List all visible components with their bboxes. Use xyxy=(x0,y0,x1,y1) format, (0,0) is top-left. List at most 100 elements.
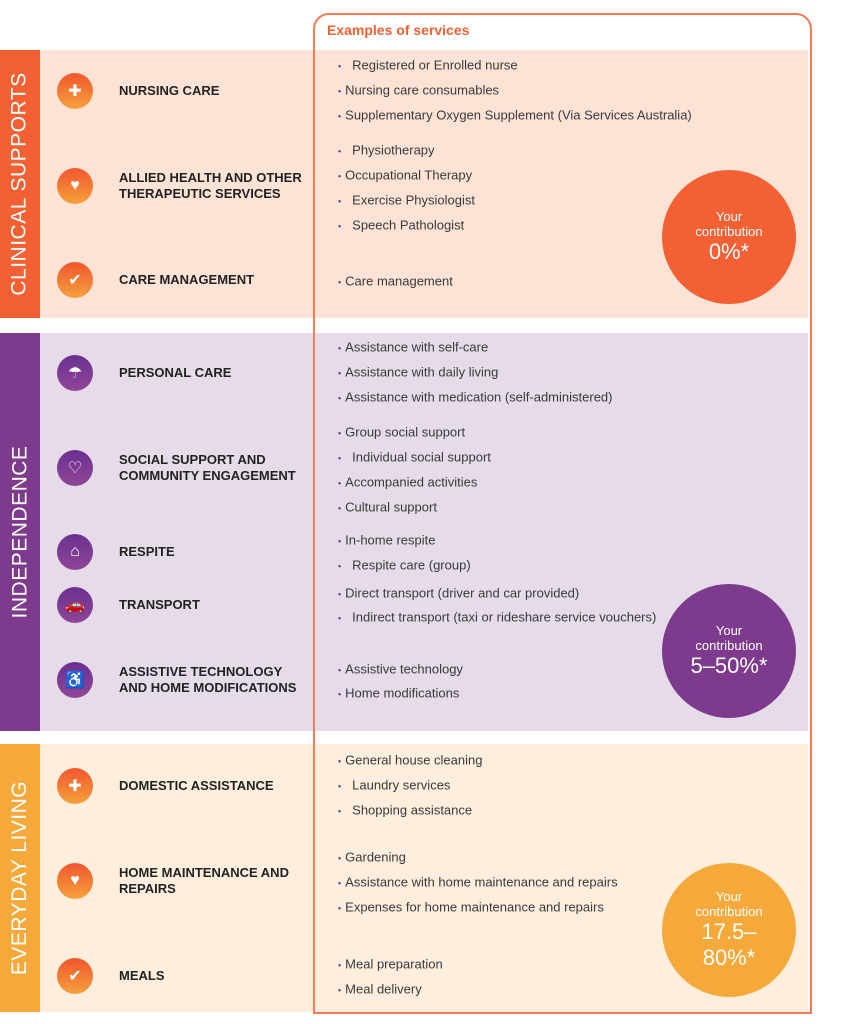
service-text: Expenses for home maintenance and repair… xyxy=(345,899,604,915)
bullet-icon: • xyxy=(338,536,342,547)
service-item: • Gardening xyxy=(338,850,406,865)
bullet-icon: • xyxy=(338,665,342,676)
service-text: Supplementary Oxygen Supplement (Via Ser… xyxy=(345,107,692,123)
category-label: ASSISTIVE TECHNOLOGY AND HOME MODIFICATI… xyxy=(119,664,297,695)
contribution-value: 5–50%* xyxy=(690,653,768,678)
service-text: Assistive technology xyxy=(345,661,463,677)
service-item: • Occupational Therapy xyxy=(338,168,472,183)
bullet-icon: • xyxy=(338,756,342,767)
contribution-label: Your xyxy=(715,889,743,904)
service-item: • Registered or Enrolled nurse xyxy=(338,58,518,73)
bullet-icon: • xyxy=(338,196,342,207)
bullet-icon: • xyxy=(338,368,342,379)
service-text: Respite care (group) xyxy=(352,557,471,573)
service-item: • Cultural support xyxy=(338,500,437,515)
contribution-badge: Your contribution 5–50%* xyxy=(662,584,796,718)
chat-check-icon: ✔ xyxy=(57,958,93,994)
category-label: RESPITE xyxy=(119,544,175,559)
service-item: • Assistance with medication (self-admini… xyxy=(338,390,612,405)
shower-icon: ☂ xyxy=(57,355,93,391)
service-text: Individual social support xyxy=(352,449,491,465)
service-text: Direct transport (driver and car provide… xyxy=(345,585,580,601)
contribution-label: contribution xyxy=(695,904,763,919)
bullet-icon: • xyxy=(338,903,342,914)
bullet-icon: • xyxy=(338,985,342,996)
section-title: EVERYDAY LIVING xyxy=(8,780,31,976)
service-item: • Home modifications xyxy=(338,686,459,701)
bullet-icon: • xyxy=(338,453,342,464)
examples-frame xyxy=(313,13,812,1014)
service-text: Registered or Enrolled nurse xyxy=(352,57,518,73)
bullet-icon: • xyxy=(338,86,342,97)
service-text: Physiotherapy xyxy=(352,142,435,158)
service-item: • Assistive technology xyxy=(338,662,463,677)
examples-header: Examples of services xyxy=(327,22,470,38)
service-item: • General house cleaning xyxy=(338,753,482,768)
contribution-label: contribution xyxy=(695,224,763,239)
bullet-icon: • xyxy=(338,561,342,572)
service-text: Home modifications xyxy=(345,685,460,701)
service-item: • Speech Pathologist xyxy=(338,218,464,233)
service-item: • Shopping assistance xyxy=(338,803,472,818)
service-text: Accompanied activities xyxy=(345,474,478,490)
heart-plus-icon: ♥ xyxy=(57,863,93,899)
bullet-icon: • xyxy=(338,111,342,122)
service-text: Meal delivery xyxy=(345,981,422,997)
service-text: Group social support xyxy=(345,424,466,440)
section-title-bar: CLINICAL SUPPORTS xyxy=(0,50,40,318)
service-text: Assistance with home maintenance and rep… xyxy=(345,874,618,890)
category-label: PERSONAL CARE xyxy=(119,365,232,380)
category-label: DOMESTIC ASSISTANCE xyxy=(119,778,274,793)
service-item: • Physiotherapy xyxy=(338,143,435,158)
bullet-icon: • xyxy=(338,781,342,792)
service-text: General house cleaning xyxy=(345,752,483,768)
contribution-badge: Your contribution 0%* xyxy=(662,170,796,304)
service-text: Cultural support xyxy=(345,499,437,515)
service-item: • Exercise Physiologist xyxy=(338,193,475,208)
bullet-icon: • xyxy=(338,689,342,700)
bullet-icon: • xyxy=(338,589,342,600)
bullet-icon: • xyxy=(338,503,342,514)
category-label: TRANSPORT xyxy=(119,597,200,612)
service-text: Exercise Physiologist xyxy=(352,192,475,208)
contribution-label: Your xyxy=(715,623,743,638)
category-label: HOME MAINTENANCE AND REPAIRS xyxy=(119,865,289,896)
section-title: CLINICAL SUPPORTS xyxy=(8,72,32,296)
nurse-cap-icon: ✚ xyxy=(57,768,93,804)
section-title-bar: EVERYDAY LIVING xyxy=(0,744,40,1012)
service-text: Assistance with daily living xyxy=(345,364,499,380)
service-item: • Laundry services xyxy=(338,778,450,793)
bullet-icon: • xyxy=(338,146,342,157)
service-text: Nursing care consumables xyxy=(345,82,500,98)
service-text: Gardening xyxy=(345,849,406,865)
category-label: SOCIAL SUPPORT AND COMMUNITY ENGAGEMENT xyxy=(119,452,296,483)
service-item: • Nursing care consumables xyxy=(338,83,499,98)
wheelchair-icon: ♿ xyxy=(57,662,93,698)
service-item: • Meal preparation xyxy=(338,957,443,972)
heart-plus-icon: ♥ xyxy=(57,168,93,204)
bullet-icon: • xyxy=(338,806,342,817)
service-text: Laundry services xyxy=(352,777,451,793)
service-item: • Supplementary Oxygen Supplement (Via Se… xyxy=(338,108,692,123)
contribution-badge: Your contribution 17.5–80%* xyxy=(662,863,796,997)
service-item: • Assistance with self-care xyxy=(338,340,488,355)
category-label: MEALS xyxy=(119,968,165,983)
bullet-icon: • xyxy=(338,221,342,232)
bullet-icon: • xyxy=(338,428,342,439)
contribution-value: 0%* xyxy=(708,239,750,264)
section-title: INDEPENDENCE xyxy=(8,445,31,619)
contribution-label: Your xyxy=(715,209,743,224)
service-text: Indirect transport (taxi or rideshare se… xyxy=(352,609,657,625)
bullet-icon: • xyxy=(338,277,342,288)
service-text: Assistance with self-care xyxy=(345,339,489,355)
category-label: NURSING CARE xyxy=(119,83,220,98)
bullet-icon: • xyxy=(338,343,342,354)
service-item: • Accompanied activities xyxy=(338,475,477,490)
contribution-value: 17.5–80%* xyxy=(701,919,757,970)
bullet-icon: • xyxy=(338,61,342,72)
bullet-icon: • xyxy=(338,853,342,864)
home-icon: ⌂ xyxy=(57,534,93,570)
chat-check-icon: ✔ xyxy=(57,262,93,298)
category-label: CARE MANAGEMENT xyxy=(119,272,255,287)
